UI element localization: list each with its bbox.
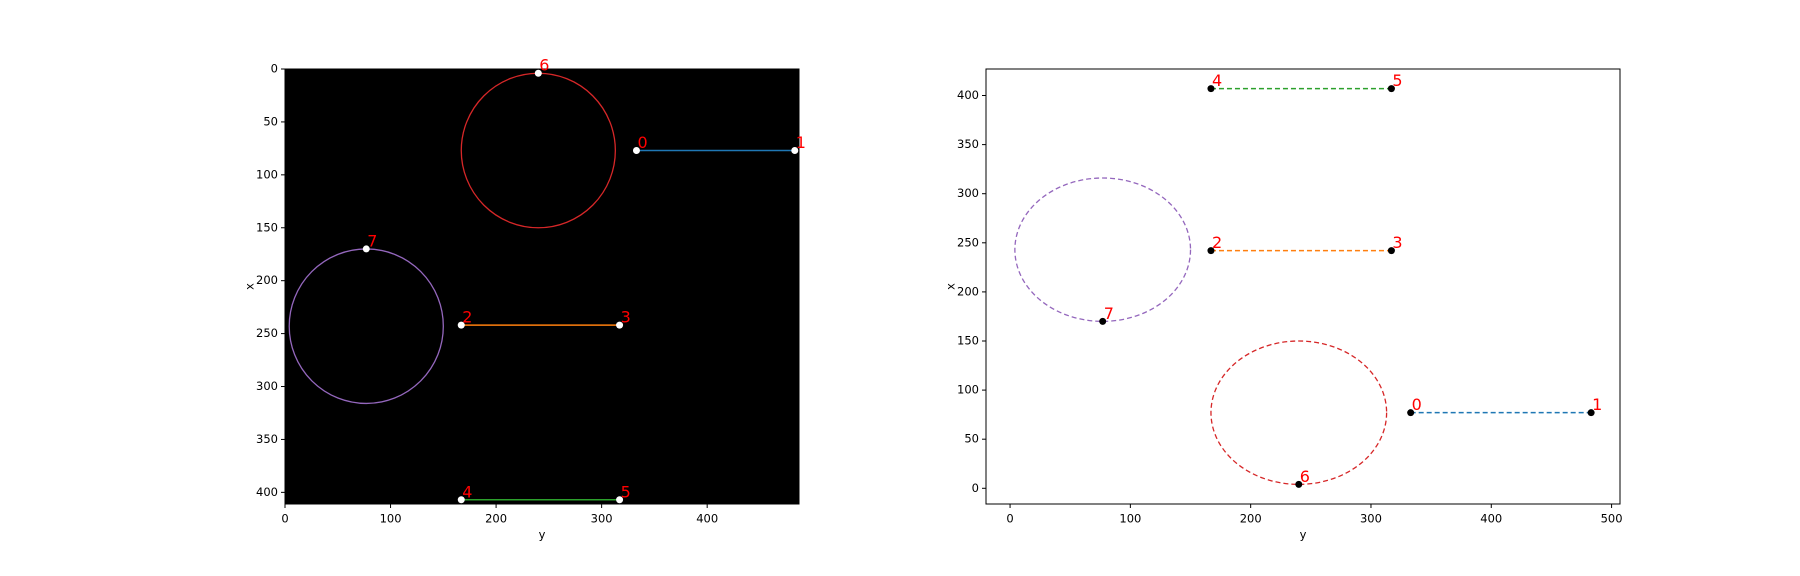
- point: [1587, 409, 1595, 417]
- point-label: 7: [1104, 304, 1114, 323]
- plot-area: [985, 68, 1621, 505]
- circle-outline: [1210, 340, 1388, 486]
- point-label: 3: [1392, 233, 1402, 252]
- point-label: 6: [1300, 467, 1310, 486]
- point-label: 2: [1212, 233, 1222, 252]
- y-tick-label: 150: [957, 333, 979, 347]
- y-tick-label: 100: [957, 383, 979, 397]
- x-tick-label: 200: [1240, 512, 1262, 526]
- point: [1387, 85, 1395, 93]
- y-tick-label: 250: [256, 326, 278, 340]
- y-tick-label: 350: [957, 137, 979, 151]
- point-label: 5: [621, 482, 631, 501]
- y-tick-label: 200: [957, 284, 979, 298]
- point-label: 1: [796, 133, 806, 152]
- x-tick-label: 400: [696, 512, 718, 526]
- x-tick-label: 200: [485, 512, 507, 526]
- point: [1407, 409, 1415, 417]
- point-label: 6: [539, 56, 549, 75]
- point: [632, 146, 640, 154]
- y-tick-label: 150: [256, 220, 278, 234]
- point: [1295, 480, 1303, 488]
- point-label: 3: [621, 308, 631, 327]
- point: [1207, 247, 1215, 255]
- point-label: 4: [1212, 71, 1222, 90]
- point: [1387, 247, 1395, 255]
- point-label: 0: [1412, 395, 1422, 414]
- y-tick-label: 50: [964, 432, 979, 446]
- y-axis-label: x: [243, 283, 257, 290]
- x-axis-label: y: [1300, 528, 1307, 542]
- point: [791, 146, 799, 154]
- point-label: 0: [637, 133, 647, 152]
- point-label: 5: [1392, 71, 1402, 90]
- circle-outline: [1014, 177, 1192, 323]
- point: [1207, 85, 1215, 93]
- x-tick-label: 100: [380, 512, 402, 526]
- point: [616, 321, 624, 329]
- x-tick-label: 0: [281, 512, 288, 526]
- y-tick-label: 0: [972, 481, 979, 495]
- x-tick-label: 500: [1601, 512, 1623, 526]
- x-tick-label: 0: [1006, 512, 1013, 526]
- y-tick-label: 250: [957, 235, 979, 249]
- x-tick-label: 400: [1480, 512, 1502, 526]
- point-label: 1: [1592, 395, 1602, 414]
- point: [616, 496, 624, 504]
- x-axis-label: y: [539, 528, 546, 542]
- x-tick-label: 100: [1119, 512, 1141, 526]
- y-tick-label: 350: [256, 432, 278, 446]
- y-axis-label: x: [944, 283, 958, 290]
- point: [1099, 317, 1107, 325]
- y-tick-label: 100: [256, 167, 278, 181]
- y-tick-label: 300: [957, 186, 979, 200]
- x-tick-label: 300: [591, 512, 613, 526]
- y-tick-label: 400: [957, 88, 979, 102]
- point-label: 4: [462, 482, 472, 501]
- y-tick-label: 300: [256, 379, 278, 393]
- y-tick-label: 200: [256, 273, 278, 287]
- x-tick-label: 300: [1360, 512, 1382, 526]
- plot-area: [284, 68, 800, 505]
- point: [362, 245, 370, 253]
- point: [457, 496, 465, 504]
- point-label: 2: [462, 308, 472, 327]
- point-label: 7: [367, 231, 377, 250]
- point: [457, 321, 465, 329]
- y-tick-label: 0: [271, 62, 278, 76]
- y-tick-label: 400: [256, 485, 278, 499]
- y-tick-label: 50: [263, 114, 278, 128]
- point: [534, 69, 542, 77]
